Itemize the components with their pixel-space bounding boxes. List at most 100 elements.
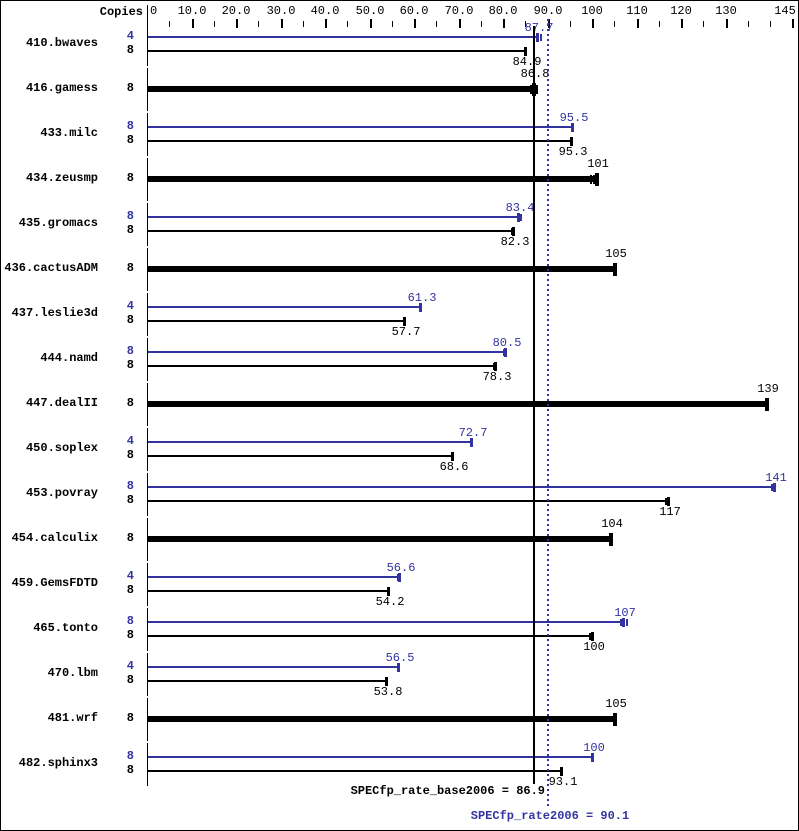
- axis-tick-label: 20.0: [221, 4, 251, 18]
- value-label: 117: [659, 505, 681, 519]
- group-axis-line: [147, 338, 148, 381]
- bar-end-cap: [591, 753, 594, 762]
- benchmark-label: 433.milc: [40, 126, 98, 140]
- copies-value: 8: [126, 133, 134, 147]
- copies-value: 8: [126, 223, 134, 237]
- group-axis-line: [147, 518, 148, 561]
- bar-peak: [148, 216, 518, 218]
- bar-end-cap: [451, 452, 454, 461]
- axis-tick-major: [459, 19, 461, 28]
- axis-tick-major: [370, 19, 372, 28]
- axis-tick-label: 50.0: [355, 4, 385, 18]
- bar-end-cap: [403, 317, 406, 326]
- copies-value: 4: [126, 29, 134, 43]
- copies-value: 4: [126, 659, 134, 673]
- bar-base: [148, 176, 596, 182]
- axis-tick-minor: [525, 21, 526, 27]
- copies-value: 8: [126, 711, 134, 725]
- copies-value: 8: [126, 396, 134, 410]
- bar-base: [148, 716, 614, 722]
- bar-end-cap: [613, 713, 617, 726]
- value-label: 95.3: [558, 145, 588, 159]
- axis-tick-major: [637, 19, 639, 28]
- run-tick: [503, 349, 505, 356]
- group-axis-line: [147, 383, 148, 426]
- bar-base: [148, 500, 668, 502]
- benchmark-label: 436.cactusADM: [4, 261, 98, 275]
- copies-value: 4: [126, 569, 134, 583]
- benchmark-label: 435.gromacs: [18, 216, 98, 230]
- benchmark-label: 470.lbm: [47, 666, 98, 680]
- bar-end-cap: [609, 533, 613, 546]
- group-axis-line: [147, 743, 148, 786]
- group-axis-line: [147, 608, 148, 651]
- value-label: 83.4: [505, 201, 535, 215]
- bar-end-cap: [571, 123, 574, 132]
- run-tick: [536, 85, 538, 94]
- copies-value: 8: [126, 628, 134, 642]
- copies-value: 8: [126, 749, 134, 763]
- value-label: 87.7: [524, 21, 554, 35]
- bar-end-cap: [667, 497, 670, 506]
- copies-value: 8: [126, 673, 134, 687]
- copies-value: 8: [126, 313, 134, 327]
- copies-value: 8: [126, 43, 134, 57]
- bar-base: [148, 266, 614, 272]
- bar-peak: [148, 666, 398, 668]
- value-label: 93.1: [548, 775, 578, 789]
- run-tick: [665, 498, 667, 505]
- value-label: 72.7: [458, 426, 488, 440]
- group-axis-line: [147, 113, 148, 156]
- axis-tick-minor: [347, 21, 348, 27]
- axis-tick-major: [592, 19, 594, 28]
- benchmark-label: 444.namd: [40, 351, 98, 365]
- run-tick: [593, 175, 595, 184]
- copies-column-header: Copies: [99, 5, 143, 19]
- axis-tick-label: 90.0: [533, 4, 563, 18]
- bar-peak: [148, 576, 399, 578]
- axis-tick-major: [792, 19, 794, 28]
- bar-base: [148, 590, 388, 592]
- run-tick: [530, 85, 532, 94]
- axis-tick-major: [726, 19, 728, 28]
- copies-value: 8: [126, 209, 134, 223]
- axis-tick-major: [325, 19, 327, 28]
- group-axis-line: [147, 23, 148, 66]
- run-tick: [590, 175, 592, 184]
- value-label: 61.3: [407, 291, 437, 305]
- group-axis-line: [147, 698, 148, 741]
- bar-end-cap: [536, 33, 539, 42]
- benchmark-label: 482.sphinx3: [18, 756, 98, 770]
- axis-tick-major: [236, 19, 238, 28]
- bar-base: [148, 50, 525, 52]
- axis-origin-line: [147, 5, 148, 31]
- bar-base: [148, 86, 533, 92]
- bar-end-cap: [387, 587, 390, 596]
- group-axis-line: [147, 248, 148, 291]
- bar-end-cap: [765, 398, 769, 411]
- bar-end-cap: [398, 573, 401, 582]
- bar-peak: [148, 306, 420, 308]
- axis-tick-minor: [169, 21, 170, 27]
- axis-tick-minor: [436, 21, 437, 27]
- group-axis-line: [147, 473, 148, 516]
- axis-tick-label: 80.0: [488, 4, 518, 18]
- run-tick: [540, 34, 542, 41]
- reference-line-base: [533, 26, 535, 784]
- copies-value: 8: [126, 261, 134, 275]
- bar-end-cap: [613, 263, 617, 276]
- bar-end-cap: [512, 227, 515, 236]
- bar-peak: [148, 756, 592, 758]
- copies-value: 4: [126, 299, 134, 313]
- footer-base-summary: SPECfp_rate_base2006 = 86.9: [350, 784, 545, 798]
- bar-end-cap: [595, 173, 599, 186]
- benchmark-label: 437.leslie3d: [11, 306, 98, 320]
- value-label: 86.8: [520, 67, 550, 81]
- axis-tick-label: 60.0: [399, 4, 429, 18]
- value-label: 107: [614, 606, 636, 620]
- bar-base: [148, 365, 495, 367]
- run-tick: [520, 214, 522, 221]
- reference-line-peak: [547, 19, 549, 807]
- bar-end-cap: [385, 677, 388, 686]
- axis-tick-label: 110: [626, 4, 648, 18]
